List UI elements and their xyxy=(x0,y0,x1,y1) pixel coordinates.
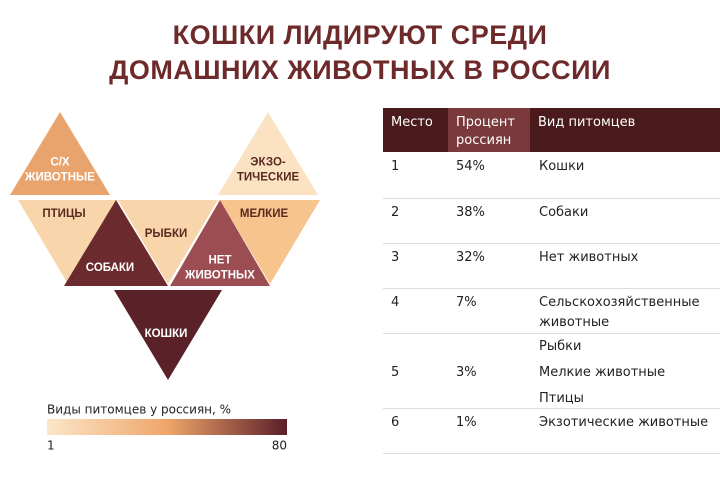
cell-kind: Нет животных xyxy=(539,250,639,265)
cell-kind: Сельскохозяйственные животные xyxy=(539,295,700,330)
title-line: ДОМАШНИХ ЖИВОТНЫХ В РОССИИ xyxy=(109,55,611,85)
cell-percent: 7% xyxy=(456,295,477,310)
triangle xyxy=(114,290,222,380)
cell-percent: 3% xyxy=(456,365,477,380)
triangle-label: НЕТ xyxy=(209,255,232,267)
cell-percent: 1% xyxy=(456,415,477,430)
header-cell: Вид питомцев xyxy=(530,108,720,152)
triangle-label: ПТИЦЫ xyxy=(42,208,85,220)
triangle-label: ЖИВОТНЫЕ xyxy=(24,172,95,184)
triangle xyxy=(220,200,320,284)
table-row: 4 7% Сельскохозяйственные животные xyxy=(383,288,720,334)
triangle xyxy=(18,200,118,284)
cell-kind: Экзотические животные xyxy=(539,415,709,430)
table-row: 2 38% Собаки xyxy=(383,198,720,244)
cell-kind: Птицы xyxy=(539,391,584,406)
cell-percent: 54% xyxy=(456,159,485,174)
cell-percent: 38% xyxy=(456,205,485,220)
triangle-label: РЫБКИ xyxy=(145,228,187,240)
table-row: 1 54% Кошки xyxy=(383,152,720,199)
cell-kind: Рыбки xyxy=(539,339,582,354)
triangle xyxy=(170,200,270,286)
cell-place: 1 xyxy=(391,159,400,174)
header-cell: Место xyxy=(383,108,448,152)
cell-place: 2 xyxy=(391,205,400,220)
triangle xyxy=(10,112,110,195)
triangle-label: СОБАКИ xyxy=(86,262,134,274)
triangle-label: С/Х xyxy=(50,157,70,169)
legend-bar xyxy=(47,419,287,435)
cell-place: 4 xyxy=(391,295,400,310)
cell-percent: 32% xyxy=(456,250,485,265)
table-row: 6 1% Экзотические животные xyxy=(383,408,720,454)
triangle-label: ТИЧЕСКИЕ xyxy=(237,172,300,184)
legend-title: Виды питомцев у россиян, % xyxy=(47,403,231,417)
triangle xyxy=(64,200,168,286)
triangle-label: ЖИВОТНЫХ xyxy=(184,270,255,282)
cell-place: 5 xyxy=(391,365,400,380)
table-row: 3 32% Нет животных xyxy=(383,243,720,289)
triangle-label: КОШКИ xyxy=(145,328,188,340)
cell-place: 6 xyxy=(391,415,400,430)
cell-kind: Кошки xyxy=(539,159,585,174)
table-row: 5 3% Рыбки Мелкие животные Птицы xyxy=(383,333,720,409)
cell-kind: Мелкие животные xyxy=(539,365,666,380)
triangle-label: ЭКЗО- xyxy=(250,157,286,169)
title-line: КОШКИ ЛИДИРУЮТ СРЕДИ xyxy=(172,20,548,50)
cell-place: 3 xyxy=(391,250,400,265)
triangle xyxy=(218,112,318,195)
cell-kind: Собаки xyxy=(539,205,589,220)
legend-min: 1 xyxy=(47,439,55,453)
header-cell: Процент россиян xyxy=(448,108,530,152)
triangle-chart: С/Х ЖИВОТНЫЕ ЭКЗО- ТИЧЕСКИЕ ПТИЦЫ СОБАКИ РЫБКИ… xyxy=(10,112,320,453)
triangle-label: МЕЛКИЕ xyxy=(240,208,289,220)
triangle xyxy=(118,200,218,284)
legend-max: 80 xyxy=(272,439,287,453)
title: КОШКИ ЛИДИРУЮТ СРЕДИ ДОМАШНИХ ЖИВОТНЫХ В… xyxy=(0,18,720,88)
